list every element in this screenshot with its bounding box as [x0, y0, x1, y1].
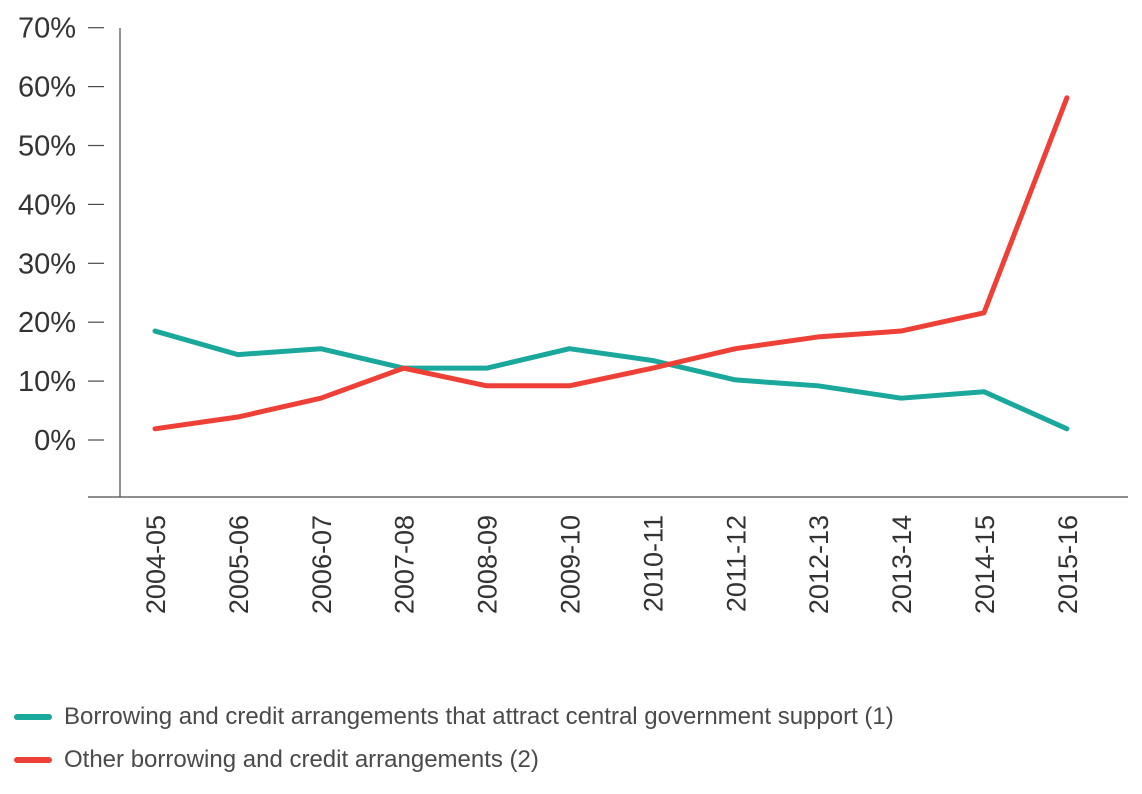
- x-tick-label: 2009-10: [556, 515, 586, 614]
- x-tick-label: 2008-09: [473, 515, 503, 614]
- x-tick-label: 2010-11: [638, 515, 668, 612]
- legend-item-other-borrowing: Other borrowing and credit arrangements …: [14, 746, 539, 774]
- x-tick-label: 2005-06: [224, 515, 254, 614]
- series-line-other-borrowing: [152, 95, 1070, 432]
- y-tick-label: 10%: [18, 366, 76, 398]
- legend-label-other-borrowing: Other borrowing and credit arrangements …: [64, 746, 539, 773]
- y-tick-label: 50%: [18, 131, 76, 163]
- series-layer: [152, 95, 1070, 432]
- x-tick-label: 2007-08: [390, 515, 420, 614]
- y-tick-label: 30%: [18, 248, 76, 280]
- legend-swatch-red: [14, 757, 52, 763]
- line-chart: 0%10%20%30%40%50%60%70% 2004-05 2005-06 20…: [18, 13, 1128, 614]
- y-tick-label: 40%: [18, 189, 76, 221]
- x-tick-label: 2006-07: [307, 515, 337, 614]
- y-tick-label: 60%: [18, 72, 76, 104]
- x-tick-label: 2013-14: [887, 515, 917, 614]
- y-tick-label: 20%: [18, 307, 76, 339]
- x-tick-label: 2015-16: [1053, 515, 1083, 614]
- y-tick-label: 0%: [34, 425, 76, 457]
- legend-item-central-support: Borrowing and credit arrangements that a…: [14, 703, 894, 731]
- x-tick-label: 2011-12: [721, 515, 751, 612]
- y-tick-label: 70%: [18, 13, 76, 45]
- x-axis: 2004-05 2005-06 2006-07 2007-08 2008-09 2009-…: [88, 496, 1128, 614]
- series-line-central-support: [152, 328, 1070, 432]
- x-tick-label: 2012-13: [804, 515, 834, 614]
- x-tick-label: 2014-15: [970, 515, 1000, 614]
- legend-label-central-support: Borrowing and credit arrangements that a…: [64, 703, 894, 730]
- x-tick-label: 2004-05: [141, 515, 171, 614]
- legend-swatch-teal: [14, 714, 52, 720]
- y-axis: 0% 10% 20% 30% 40% 50% 60% 70%: [18, 13, 121, 497]
